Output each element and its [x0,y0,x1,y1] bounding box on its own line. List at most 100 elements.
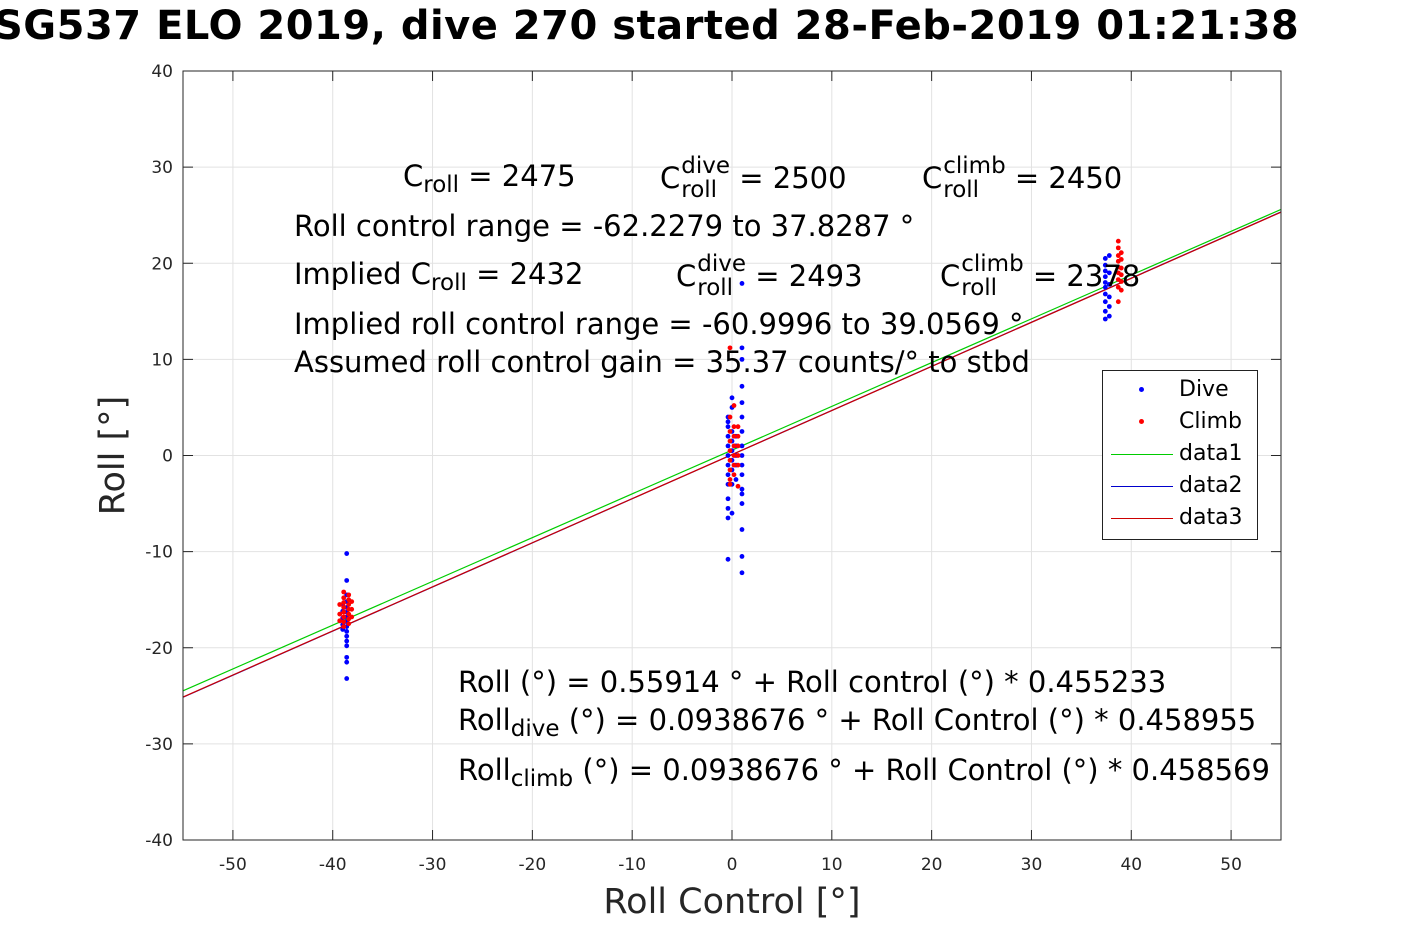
point-climb [1115,253,1121,258]
point-climb [727,467,733,473]
point-climb [735,433,741,439]
assumed-gain: Assumed roll control gain = 35.37 counts… [294,345,1030,379]
point-climb [735,453,741,458]
point-climb [1115,245,1121,251]
point-climb [341,614,347,620]
fit-equation-all: Roll (°) = 0.55914 ° + Roll control (°) … [458,665,1167,699]
point-dive [344,659,350,665]
x-tick-label: -20 [518,855,546,875]
point-dive [344,629,350,634]
point-dive [1106,304,1112,309]
point-climb [337,618,343,624]
point-dive [1102,291,1108,297]
point-climb [727,429,733,434]
point-climb [727,457,733,463]
point-dive [1106,294,1112,300]
point-dive [739,383,745,389]
point-climb [341,609,347,615]
point-dive [739,453,745,458]
point-climb [346,621,352,627]
legend-item-data1: data1 [1103,440,1257,470]
point-dive [725,505,731,511]
point-dive [344,633,350,639]
point-climb [735,462,741,468]
point-climb [341,619,347,625]
point-climb [1118,287,1124,293]
point-dive [344,654,350,660]
point-dive [1102,262,1108,268]
point-dive [1102,284,1108,290]
point-dive [739,414,745,420]
point-climb [731,433,737,439]
point-climb [731,472,737,478]
legend-line-data1 [1111,454,1173,455]
point-climb [337,611,343,617]
point-dive [725,462,731,468]
point-climb [1115,238,1121,244]
point-climb [731,462,737,468]
point-climb [349,606,355,612]
point-dive [344,676,350,681]
point-dive [344,638,350,644]
y-tick-label: 0 [162,447,173,467]
legend-marker-climb [1139,419,1144,424]
point-dive [344,643,350,649]
point-climb [1115,284,1121,290]
point-dive [1102,256,1108,261]
point-climb [346,611,352,617]
point-climb [727,414,733,420]
point-climb [735,443,741,449]
point-dive [739,501,745,506]
point-dive [1106,313,1112,319]
fit-equation-dive: Rolldive (°) = 0.0938676 ° + Roll Contro… [458,703,1257,742]
point-climb [731,443,737,449]
x-tick-label: 50 [1220,855,1242,875]
point-climb [1118,279,1124,284]
point-dive [739,281,745,286]
point-dive [1102,280,1108,285]
x-tick-label: 0 [727,855,738,875]
point-dive [729,510,735,516]
point-climb [727,448,733,454]
legend-item-data3: data3 [1103,504,1257,534]
point-dive [1102,274,1108,280]
point-dive [739,429,745,434]
x-tick-label: -10 [618,855,646,875]
point-climb [727,438,733,444]
implied-c-roll-annotation: Implied Croll = 2432 [294,257,584,296]
x-tick-label: -30 [419,855,447,875]
point-dive [344,578,350,583]
point-dive [739,345,745,351]
point-climb [731,424,737,430]
point-climb [727,477,733,482]
point-climb [337,602,343,607]
x-tick-label: 10 [821,855,843,875]
point-climb [346,602,352,607]
point-dive [1102,299,1108,305]
legend-line-data2 [1111,486,1173,487]
point-dive [1106,253,1112,258]
point-climb [1118,265,1124,271]
point-climb [1118,250,1124,256]
point-climb [1115,299,1121,305]
point-climb [349,614,355,620]
legend-line-data3 [1111,518,1173,519]
point-dive [725,556,731,562]
point-dive [725,453,731,458]
point-dive [729,395,735,401]
legend: Dive Climb data1 data2 data3 [1102,370,1258,540]
x-axis-label: Roll Control [°] [603,882,860,922]
y-tick-label: -40 [145,831,173,851]
point-dive [739,554,745,559]
point-dive [739,491,745,497]
point-dive [725,419,731,425]
x-tick-label: 20 [921,855,943,875]
point-dive [733,477,739,482]
point-dive [1106,281,1112,287]
point-dive [1102,316,1108,322]
x-tick-label: 40 [1120,855,1142,875]
point-dive [739,462,745,468]
legend-marker-dive [1139,387,1144,392]
